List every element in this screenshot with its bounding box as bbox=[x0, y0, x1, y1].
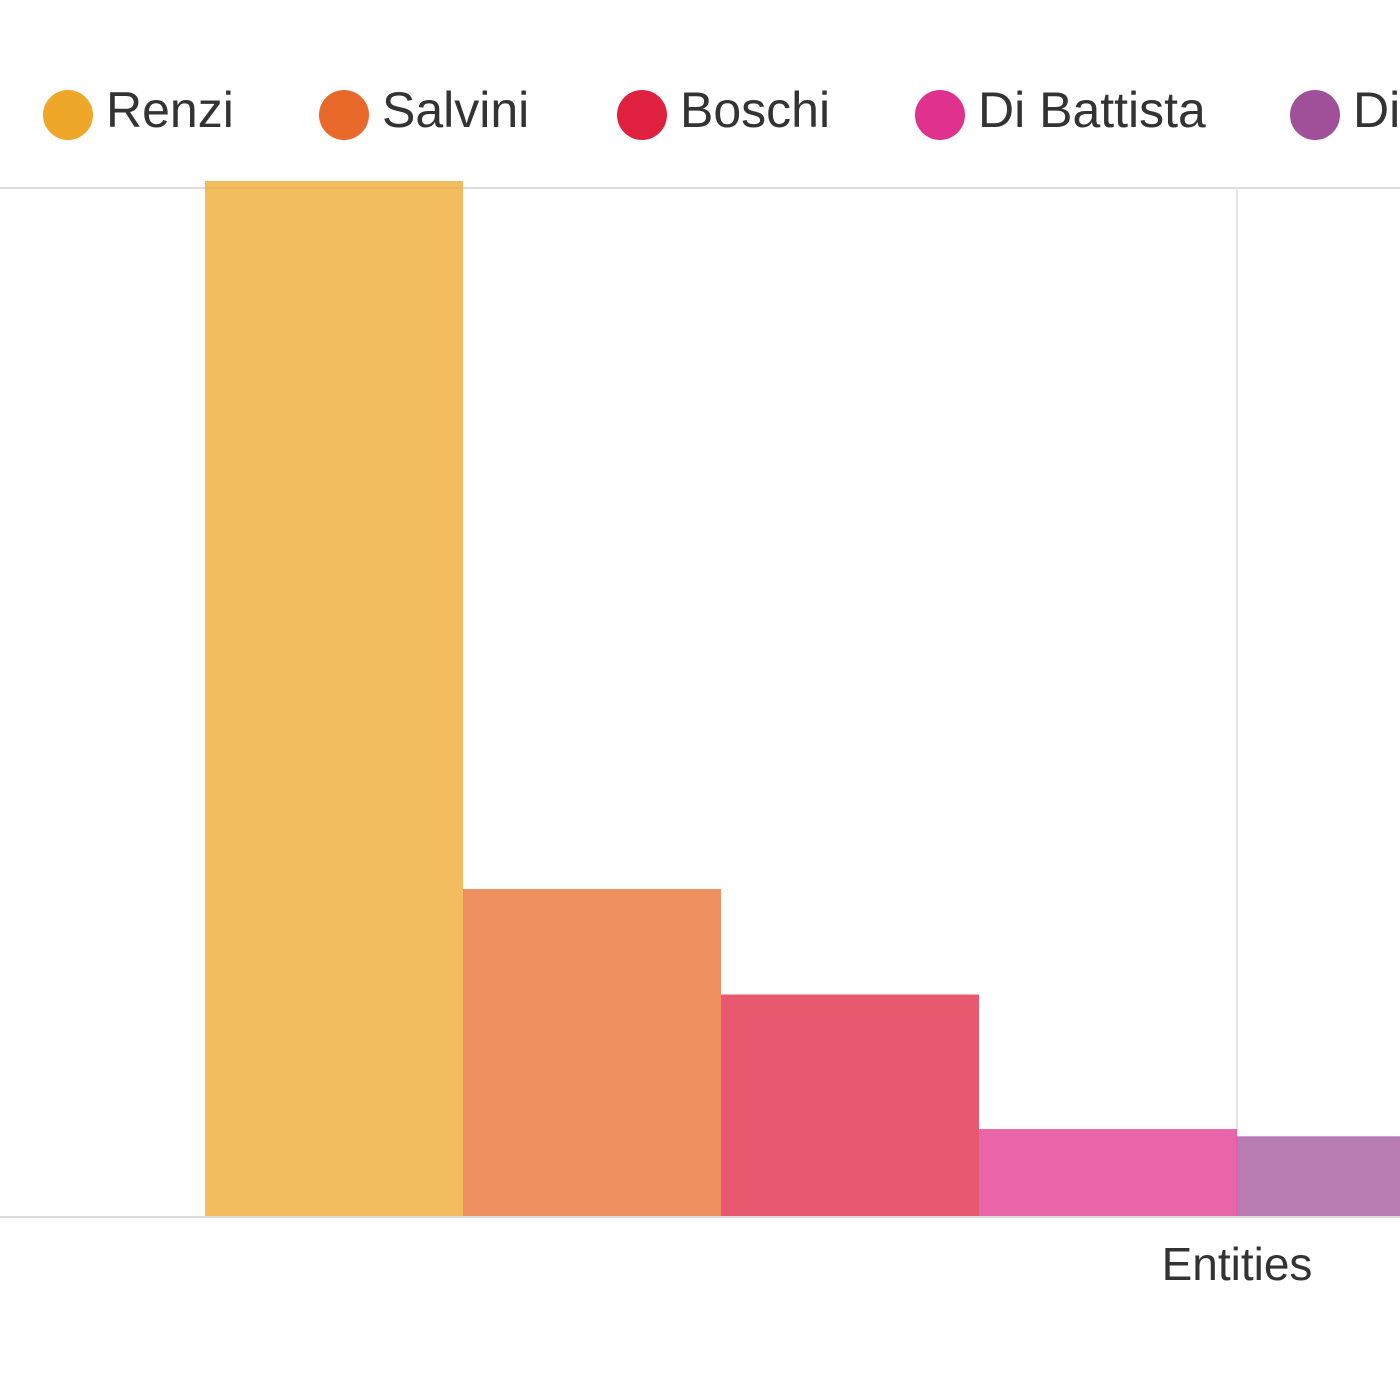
bar bbox=[463, 888, 721, 1216]
bar bbox=[979, 1129, 1237, 1216]
bar bbox=[721, 994, 979, 1216]
legend-marker bbox=[617, 90, 667, 140]
bars bbox=[205, 181, 1400, 1216]
legend-label: Renzi bbox=[106, 82, 234, 138]
bar bbox=[1237, 1136, 1400, 1216]
legend-label: Di bbox=[1353, 82, 1400, 138]
legend-marker bbox=[915, 90, 965, 140]
legend-label: Di Battista bbox=[978, 82, 1206, 138]
legend-marker bbox=[43, 90, 93, 140]
bar bbox=[205, 181, 463, 1216]
legend-label: Boschi bbox=[680, 82, 830, 138]
legend-marker bbox=[1290, 90, 1340, 140]
x-axis-title: Entities bbox=[1162, 1238, 1313, 1290]
legend-label: Salvini bbox=[382, 82, 529, 138]
legend-marker bbox=[319, 90, 369, 140]
